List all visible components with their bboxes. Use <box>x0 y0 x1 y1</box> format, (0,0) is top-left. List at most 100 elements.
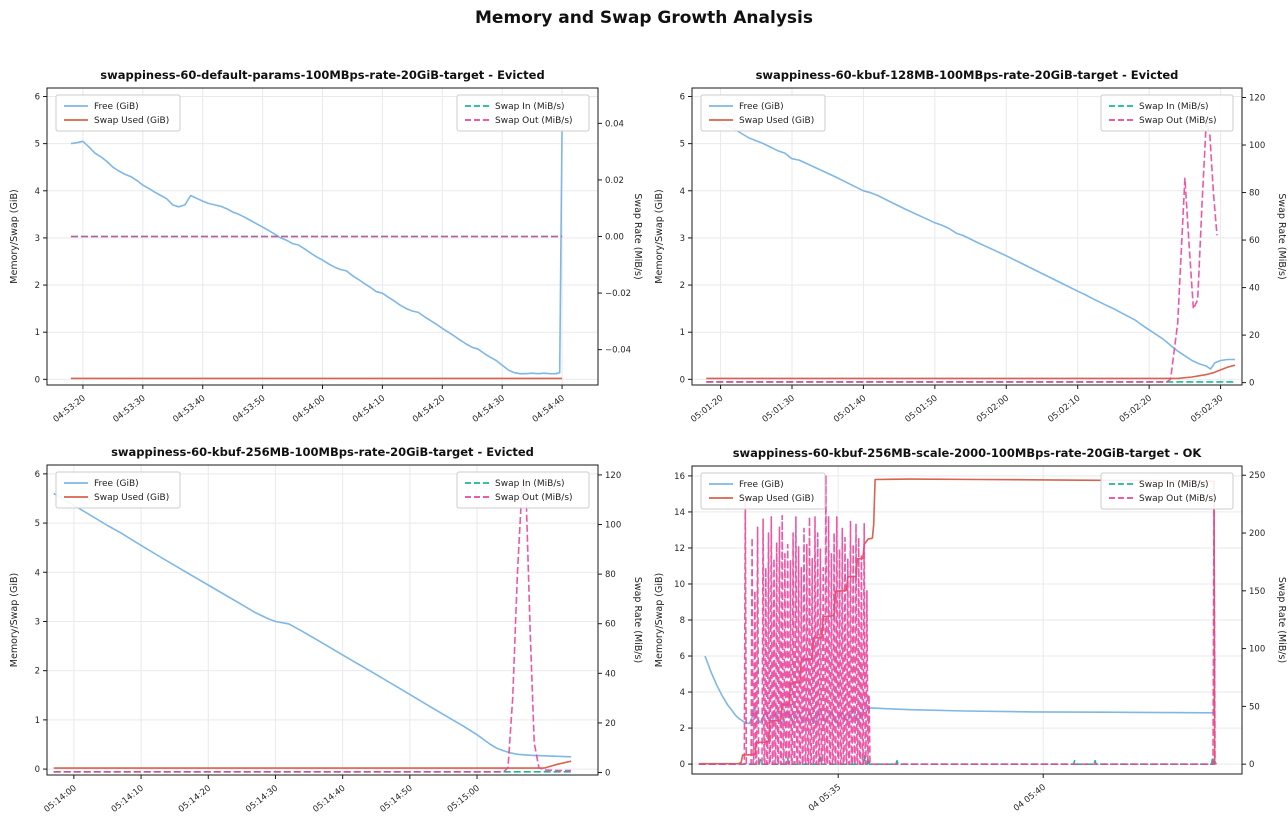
x-tick-label: 05:14:20 <box>177 783 213 814</box>
x-tick-label: 04 05:40 <box>1012 782 1048 813</box>
x-tick-label: 05:15:00 <box>446 783 482 814</box>
legend-box <box>456 94 590 132</box>
x-tick-label: 05:01:30 <box>761 393 797 424</box>
legend-box <box>700 472 826 510</box>
y2-tick-label: 80 <box>1249 189 1260 199</box>
y-tick-label: 10 <box>674 580 685 590</box>
legend-label: Swap In (MiB/s) <box>1139 480 1209 490</box>
y-tick-label: 8 <box>680 616 685 626</box>
x-tick-label: 05:02:10 <box>1046 393 1082 424</box>
y2-tick-label: 250 <box>1249 471 1265 481</box>
legend-label: Free (GiB) <box>739 480 784 490</box>
x-tick-label: 04:54:20 <box>411 393 447 424</box>
y2-axis-label: Swap Rate (MiB/s) <box>1276 577 1287 663</box>
series-swap_in-line <box>698 755 1217 765</box>
y-tick-label: 1 <box>35 716 40 726</box>
y2-tick-label: 150 <box>1249 587 1265 597</box>
plot-border <box>46 464 599 776</box>
y-tick-label: 4 <box>35 568 40 578</box>
x-tick-label: 05:01:50 <box>903 393 939 424</box>
y-tick-label: 14 <box>674 508 685 518</box>
y2-tick-label: 120 <box>1249 94 1265 104</box>
y-tick-label: 0 <box>35 765 40 775</box>
legend-box <box>55 471 181 509</box>
legend-label: Swap Out (MiB/s) <box>1139 116 1217 126</box>
legend-box <box>55 94 181 132</box>
y-axis-label: Memory/Swap (GiB) <box>654 573 665 667</box>
x-tick-label: 05:02:20 <box>1118 393 1154 424</box>
y-tick-label: 5 <box>680 140 685 150</box>
y-tick-label: 4 <box>680 187 685 197</box>
x-tick-label: 04:54:30 <box>471 393 507 424</box>
x-tick-label: 04:53:50 <box>231 393 267 424</box>
series-swap_out-line <box>706 120 1218 383</box>
y-tick-label: 2 <box>680 724 685 734</box>
series-free-line <box>53 492 572 758</box>
panel-title: swappiness-60-kbuf-256MB-scale-2000-100M… <box>733 446 1203 460</box>
x-tick-label: 05:14:10 <box>110 783 146 814</box>
x-tick-label: 05:14:00 <box>42 783 78 814</box>
y-tick-label: 1 <box>680 328 685 338</box>
y-tick-label: 4 <box>680 688 685 698</box>
y2-tick-label: −0.04 <box>605 346 631 356</box>
legend-box <box>1100 472 1234 510</box>
y2-tick-label: 0.02 <box>605 176 624 186</box>
legend-label: Free (GiB) <box>94 479 139 489</box>
legend-box <box>700 94 826 132</box>
y-tick-label: 5 <box>35 519 40 529</box>
y2-tick-label: 100 <box>1249 645 1265 655</box>
legend-label: Swap In (MiB/s) <box>1139 102 1209 112</box>
y-tick-label: 3 <box>680 234 685 244</box>
legend-label: Swap Out (MiB/s) <box>495 116 573 126</box>
x-tick-label: 04 05:35 <box>807 782 843 813</box>
x-tick-label: 05:01:20 <box>689 393 725 424</box>
series-swap_out-line <box>698 474 1216 765</box>
x-tick-label: 05:14:30 <box>244 783 280 814</box>
panel-title: swappiness-60-kbuf-256MB-100MBps-rate-20… <box>111 445 534 459</box>
legend-label: Swap Out (MiB/s) <box>495 493 573 503</box>
y2-tick-label: 80 <box>605 570 616 580</box>
y-tick-label: 4 <box>35 187 40 197</box>
y-tick-label: 6 <box>680 652 685 662</box>
y2-axis-label: Swap Rate (MiB/s) <box>1276 193 1287 279</box>
x-tick-label: 04:53:20 <box>52 393 88 424</box>
y-tick-label: 3 <box>35 234 40 244</box>
figure-title: Memory and Swap Growth Analysis <box>475 8 813 28</box>
legend-label: Swap Out (MiB/s) <box>1139 494 1217 504</box>
x-tick-label: 04:54:40 <box>531 393 567 424</box>
y-axis-label: Memory/Swap (GiB) <box>9 189 20 283</box>
y-tick-label: 6 <box>35 470 40 480</box>
y-tick-label: 3 <box>35 617 40 627</box>
y2-tick-label: 20 <box>605 719 616 729</box>
x-tick-label: 05:14:50 <box>378 783 414 814</box>
y2-tick-label: −0.02 <box>605 289 631 299</box>
panel-3: 0 2 4 6 8 10 12 14 16 0 50 100 150 200 250 04 05:35 04 0… <box>654 446 1287 814</box>
series-swap_used-line <box>53 760 572 769</box>
x-tick-label: 05:01:40 <box>832 393 868 424</box>
y2-tick-label: 60 <box>1249 236 1260 246</box>
x-tick-label: 05:14:40 <box>311 783 347 814</box>
y2-tick-label: 0.00 <box>605 233 624 243</box>
legend-label: Swap Used (GiB) <box>739 116 814 126</box>
y2-tick-label: 0 <box>1249 760 1254 770</box>
y-axis-label: Memory/Swap (GiB) <box>654 189 665 283</box>
panel-title: swappiness-60-default-params-100MBps-rat… <box>100 68 544 82</box>
series-swap_used-line <box>706 364 1236 380</box>
series-free-line <box>70 122 563 375</box>
y-tick-label: 2 <box>35 667 40 677</box>
y-tick-label: 16 <box>674 472 685 482</box>
x-tick-label: 04:53:30 <box>111 393 147 424</box>
y2-axis-label: Swap Rate (MiB/s) <box>632 577 643 663</box>
legend-label: Swap Used (GiB) <box>94 116 169 126</box>
y-tick-label: 0 <box>680 375 685 385</box>
y2-tick-label: 20 <box>1249 331 1260 341</box>
legend-label: Free (GiB) <box>739 102 784 112</box>
plot-border <box>691 87 1243 386</box>
y2-tick-label: 60 <box>605 620 616 630</box>
y2-axis-label: Swap Rate (MiB/s) <box>632 193 643 279</box>
series-free-line <box>705 114 1235 370</box>
x-tick-label: 05:02:30 <box>1189 393 1225 424</box>
y2-tick-label: 200 <box>1249 529 1265 539</box>
y-tick-label: 6 <box>680 92 685 102</box>
x-tick-label: 05:02:00 <box>975 393 1011 424</box>
